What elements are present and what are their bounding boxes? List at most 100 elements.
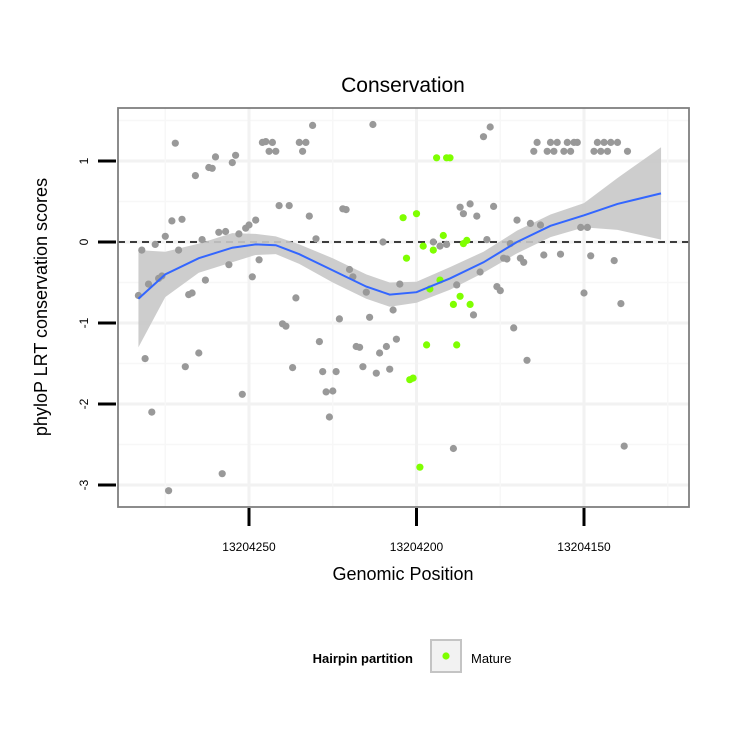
- data-point-hairpin: [372, 369, 380, 377]
- data-point-hairpin: [238, 390, 246, 398]
- data-point-hairpin: [583, 223, 592, 231]
- data-point-hairpin: [479, 133, 488, 141]
- grid-lines: [118, 108, 689, 507]
- data-point-hairpin: [299, 147, 307, 155]
- data-point-hairpin: [476, 268, 484, 276]
- data-point-mature: [409, 374, 417, 382]
- y-tick-label: -2: [77, 398, 91, 409]
- data-point-hairpin: [198, 236, 206, 244]
- data-point-hairpin: [573, 138, 581, 146]
- data-point-hairpin: [597, 147, 605, 155]
- data-point-hairpin: [342, 206, 350, 214]
- data-point-hairpin: [232, 151, 240, 159]
- data-point-hairpin: [309, 121, 317, 129]
- data-point-hairpin: [141, 355, 149, 363]
- legend: Hairpin partition Mature: [313, 639, 511, 673]
- data-point-hairpin: [382, 342, 390, 351]
- data-point-hairpin: [225, 261, 233, 269]
- data-point-mature: [453, 341, 461, 349]
- data-point-hairpin: [332, 368, 340, 376]
- data-point-hairpin: [449, 444, 457, 453]
- data-point-mature: [419, 242, 427, 250]
- x-tick-label: 13204150: [557, 540, 611, 554]
- data-point-hairpin: [138, 246, 146, 254]
- data-point-hairpin: [392, 335, 400, 343]
- data-point-hairpin: [473, 212, 481, 220]
- data-point-hairpin: [305, 212, 313, 220]
- data-point-hairpin: [245, 221, 253, 229]
- data-point-hairpin: [345, 265, 354, 274]
- data-point-hairpin: [325, 413, 333, 421]
- data-point-hairpin: [201, 276, 209, 284]
- data-point-hairpin: [175, 246, 183, 254]
- legend-label-mature: Mature: [471, 651, 511, 666]
- data-point-hairpin: [329, 387, 337, 395]
- data-point-mature: [399, 214, 407, 222]
- data-point-mature: [429, 246, 437, 254]
- data-point-hairpin: [208, 164, 216, 172]
- series-hairpin: [134, 120, 632, 495]
- data-point-hairpin: [610, 257, 618, 265]
- data-point-mature: [466, 300, 474, 308]
- confidence-ribbon: [138, 147, 662, 348]
- data-point-hairpin: [620, 442, 628, 450]
- data-point-hairpin: [148, 408, 156, 416]
- data-point-hairpin: [356, 343, 364, 351]
- data-point-hairpin: [222, 227, 230, 236]
- data-point-hairpin: [603, 147, 612, 155]
- data-point-hairpin: [362, 288, 370, 296]
- data-point-mature: [463, 236, 471, 244]
- y-tick-label: -3: [77, 479, 91, 490]
- data-point-hairpin: [520, 258, 528, 266]
- y-tick-label: 1: [77, 157, 91, 164]
- data-point-hairpin: [607, 138, 615, 146]
- data-point-hairpin: [593, 138, 602, 146]
- data-point-hairpin: [275, 202, 283, 210]
- data-point-hairpin: [292, 294, 300, 302]
- data-point-mature: [412, 210, 421, 218]
- data-point-hairpin: [483, 236, 491, 244]
- data-point-hairpin: [144, 280, 153, 288]
- data-point-hairpin: [590, 147, 598, 155]
- data-point-hairpin: [530, 147, 538, 155]
- data-point-hairpin: [335, 315, 343, 323]
- data-point-hairpin: [613, 138, 622, 146]
- data-point-hairpin: [550, 147, 558, 155]
- data-point-hairpin: [526, 219, 535, 227]
- x-axis-title: Genomic Position: [332, 564, 473, 584]
- data-point-hairpin: [523, 356, 531, 364]
- data-point-hairpin: [379, 238, 387, 246]
- data-point-hairpin: [228, 159, 236, 167]
- data-point-hairpin: [553, 138, 561, 146]
- data-point-mature: [416, 463, 424, 471]
- data-point-hairpin: [443, 240, 451, 248]
- data-point-hairpin: [248, 273, 256, 281]
- data-point-hairpin: [218, 470, 226, 478]
- data-point-hairpin: [215, 228, 223, 236]
- data-point-hairpin: [577, 223, 585, 231]
- data-point-hairpin: [546, 138, 555, 146]
- data-point-hairpin: [466, 200, 474, 208]
- data-point-hairpin: [436, 242, 444, 250]
- data-point-hairpin: [600, 138, 608, 146]
- data-point-hairpin: [389, 306, 397, 314]
- data-point-hairpin: [195, 349, 203, 357]
- data-point-hairpin: [486, 123, 494, 131]
- data-point-hairpin: [453, 281, 461, 289]
- data-point-mature: [433, 154, 441, 162]
- data-point-hairpin: [319, 368, 327, 376]
- data-point-hairpin: [188, 289, 196, 297]
- data-point-hairpin: [510, 324, 518, 332]
- data-point-mature: [402, 254, 411, 262]
- data-point-hairpin: [289, 364, 297, 372]
- plot-area: [117, 107, 690, 508]
- data-point-hairpin: [235, 230, 243, 238]
- data-point-hairpin: [543, 147, 551, 155]
- data-point-hairpin: [386, 365, 394, 373]
- data-point-hairpin: [151, 240, 159, 248]
- data-point-hairpin: [396, 280, 404, 288]
- x-axis: 13204250 13204200 13204150: [222, 508, 611, 554]
- legend-key-mature: [442, 652, 450, 660]
- data-point-mature: [456, 292, 464, 300]
